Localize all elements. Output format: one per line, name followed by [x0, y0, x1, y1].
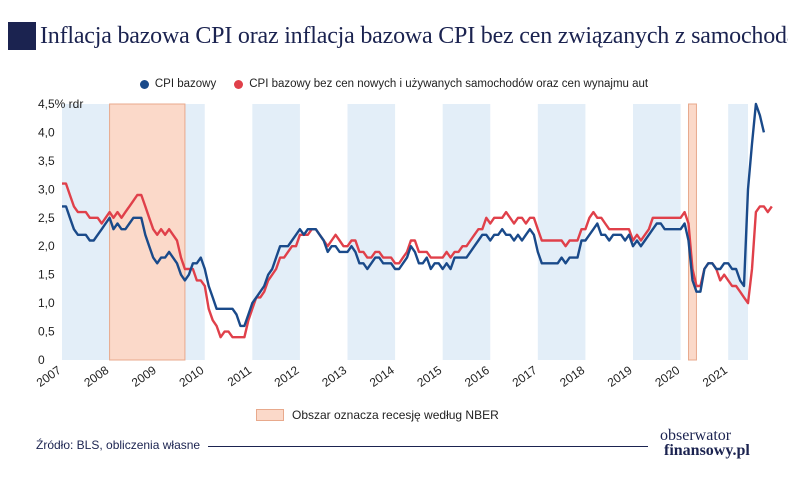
recession-legend: Obszar oznacza recesję według NBER: [256, 408, 499, 422]
legend-label-series1: CPI bazowy: [154, 78, 217, 90]
x-tick-label: 2014: [367, 363, 397, 390]
y-tick-label: 1,0: [38, 296, 55, 310]
legend-label-series2: CPI bazowy bez cen nowych i używanych sa…: [249, 78, 649, 90]
y-tick-label: 1,5: [38, 268, 55, 282]
footer-divider: [208, 446, 648, 447]
chart-legend: CPI bazowy CPI bazowy bez cen nowych i u…: [0, 78, 788, 90]
x-tick-label: 2010: [177, 363, 207, 390]
recession-legend-label: Obszar oznacza recesję według NBER: [292, 408, 499, 422]
legend-dot-series2: [234, 79, 244, 89]
logo-line2: finansowy.pl: [664, 442, 750, 459]
x-tick-label: 2021: [700, 363, 730, 390]
y-tick-label: 2,5: [38, 211, 55, 225]
title-accent-bar: [8, 22, 36, 50]
y-tick-label: 3,5: [38, 154, 55, 168]
year-band-2019: [633, 104, 681, 360]
x-tick-label: 2015: [414, 363, 444, 390]
year-band-2017: [537, 104, 586, 360]
x-tick-label: 2017: [510, 363, 540, 390]
x-tick-label: 2009: [129, 363, 159, 390]
y-tick-label: 3,0: [38, 182, 55, 196]
recession-swatch: [256, 409, 284, 421]
x-tick-label: 2012: [272, 363, 302, 390]
y-tick-label: 4,0: [38, 125, 55, 139]
x-tick-label: 2013: [319, 363, 349, 390]
x-tick-label: 2020: [652, 363, 682, 390]
legend-item-cpi-core: CPI bazowy: [139, 78, 217, 90]
title-block: Inflacja bazowa CPI oraz inflacja bazowa…: [8, 22, 788, 50]
series-line-2: [62, 182, 773, 339]
logo-line1: obserwator: [660, 427, 732, 444]
publisher-logo: obserwator finansowy.pl: [660, 427, 750, 459]
source-note: Źródło: BLS, obliczenia własne: [36, 438, 201, 452]
x-tick-label: 2018: [557, 363, 587, 390]
x-tick-label: 2011: [225, 363, 254, 389]
year-band-2021: [728, 104, 748, 360]
y-tick-label: 0,5: [38, 325, 55, 339]
x-tick-label: 2008: [81, 363, 111, 390]
x-tick-label: 2016: [462, 363, 492, 390]
recession-area-0: [109, 103, 186, 361]
y-tick-label: 2,0: [38, 239, 55, 253]
y-tick-label: 4,5% rdr: [38, 97, 83, 111]
series-line-1: [62, 102, 766, 328]
legend-dot-series1: [139, 79, 149, 89]
chart-title: Inflacja bazowa CPI oraz inflacja bazowa…: [40, 22, 788, 49]
year-band-2011: [252, 104, 300, 360]
x-tick-label: 2019: [605, 363, 635, 390]
year-band-2007: [62, 104, 110, 360]
legend-item-cpi-core-ex-cars: CPI bazowy bez cen nowych i używanych sa…: [234, 78, 648, 90]
year-band-2015: [442, 104, 491, 360]
year-band-2013: [347, 104, 396, 360]
y-tick-label: 0: [38, 353, 45, 367]
